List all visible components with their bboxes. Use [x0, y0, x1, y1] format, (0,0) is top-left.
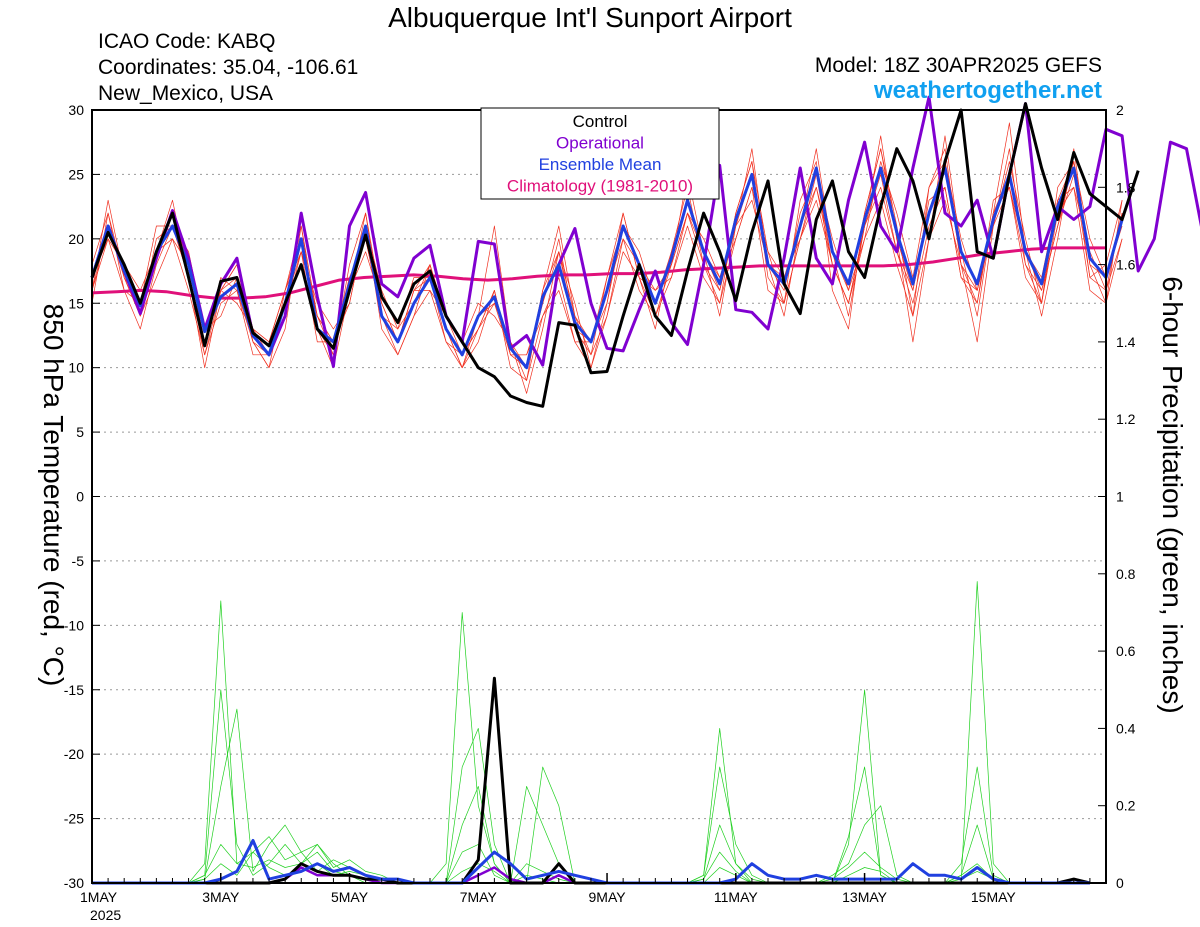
control-precipitation-line — [92, 676, 1091, 885]
x-tick-label: 13MAY — [842, 889, 888, 905]
legend-entry-climatology: Climatology (1981-2010) — [507, 177, 693, 196]
plot-frame — [91, 109, 1107, 884]
y2-tick-label: 0.4 — [1116, 720, 1136, 736]
legend-box — [480, 107, 720, 200]
temperature-main-series — [90, 95, 1200, 408]
y-tick-label: -10 — [64, 617, 84, 633]
y2-tick-label: 1 — [1116, 489, 1124, 505]
y-tick-label: 20 — [68, 231, 84, 247]
y2-tick-label: 1.6 — [1116, 257, 1136, 273]
legend-entry-control: Control — [573, 112, 628, 131]
operational-temperature-line — [90, 95, 1200, 368]
control-temperature-line — [90, 102, 1140, 408]
legend-entry-ensemble-mean: Ensemble Mean — [539, 155, 662, 174]
region: New_Mexico, USA — [98, 82, 273, 105]
y-tick-label: 30 — [68, 102, 84, 118]
x-tick-sublabel: 2025 — [90, 907, 121, 923]
chart-title: Albuquerque Int'l Sunport Airport — [388, 2, 792, 33]
x-tick-label: 1MAY — [80, 889, 118, 905]
y2-tick-label: 1.8 — [1116, 179, 1136, 195]
y-axis-left: 30 25 20 15 10 5 0 -5 -10 -15 -20 -25 -30 — [64, 102, 100, 891]
x-tick-label: 5MAY — [331, 889, 369, 905]
precipitation-member-line — [92, 581, 1090, 884]
y-tick-label: -25 — [64, 811, 84, 827]
y2-tick-label: 0.6 — [1116, 643, 1136, 659]
y2-tick-label: 1.2 — [1116, 411, 1136, 427]
y-tick-label: -30 — [64, 875, 84, 891]
y-axis-right: 2 1.8 1.6 1.4 1.2 1 0.8 0.6 0.4 0.2 0 — [1098, 102, 1136, 891]
climatology-line — [91, 246, 1106, 300]
y2-tick-label: 1.4 — [1116, 334, 1136, 350]
y2-axis-label: 6-hour Precipitation (green, inches) — [1157, 276, 1188, 713]
precipitation-members — [92, 581, 1090, 884]
y-tick-label: 25 — [68, 166, 84, 182]
ensemble-mean-precipitation-line — [92, 839, 1090, 885]
precipitation-member-line — [92, 600, 1090, 884]
climatology-series — [91, 246, 1106, 300]
coordinates: Coordinates: 35.04, -106.61 — [98, 56, 358, 79]
x-axis: 1MAY 2025 3MAY 5MAY 7MAY 9MAY 11MAY 13MAY 15MAY — [80, 873, 1107, 923]
x-tick-label: 9MAY — [589, 889, 627, 905]
y-tick-label: -5 — [72, 553, 85, 569]
y-tick-label: -20 — [64, 746, 84, 762]
ensemble-mean-temperature-line — [90, 166, 1124, 370]
y2-tick-label: 2 — [1116, 102, 1124, 118]
y-tick-label: 5 — [76, 424, 84, 440]
y-tick-label: 15 — [68, 295, 84, 311]
x-tick-label: 3MAY — [202, 889, 240, 905]
x-tick-label: 15MAY — [971, 889, 1017, 905]
y-tick-label: 0 — [76, 489, 84, 505]
legend: Control Operational Ensemble Mean Climatolo… — [480, 107, 720, 200]
y-tick-label: 10 — [68, 360, 84, 376]
site-link[interactable]: weathertogether.net — [873, 77, 1102, 104]
grid-lines — [92, 109, 1106, 884]
y2-tick-label: 0 — [1116, 875, 1124, 891]
icao-code: ICAO Code: KABQ — [98, 30, 275, 53]
x-tick-label: 11MAY — [714, 889, 758, 905]
y-axis-label: 850 hPa Temperature (red, °C) — [38, 304, 69, 687]
model-run: Model: 18Z 30APR2025 GEFS — [815, 54, 1102, 77]
temperature-member-line — [91, 186, 1123, 369]
precipitation-main-series — [92, 676, 1091, 885]
y2-tick-label: 0.8 — [1116, 566, 1136, 582]
x-tick-label: 7MAY — [460, 889, 498, 905]
legend-entry-operational: Operational — [556, 134, 644, 153]
y-tick-label: -15 — [64, 682, 84, 698]
precipitation-member-line — [92, 708, 1090, 884]
y2-tick-label: 0.2 — [1116, 798, 1136, 814]
